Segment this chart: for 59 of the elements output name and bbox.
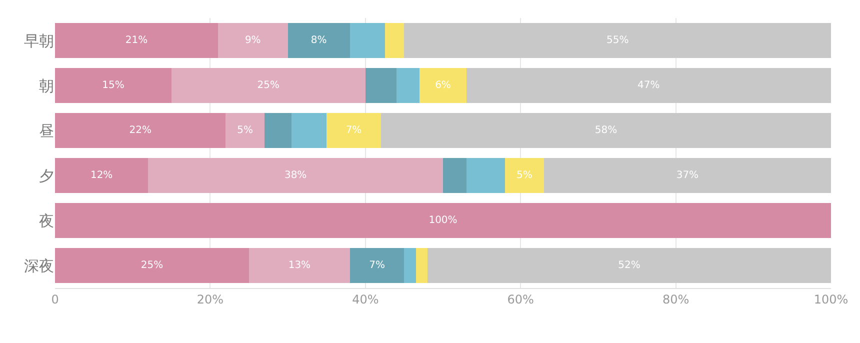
bar xyxy=(427,248,831,284)
bar xyxy=(55,248,249,284)
bar xyxy=(226,112,265,148)
bar xyxy=(350,248,404,284)
bar xyxy=(420,68,466,104)
data-label: 25% xyxy=(140,260,164,271)
bar xyxy=(505,158,544,194)
bar xyxy=(55,202,831,238)
bar xyxy=(416,248,428,284)
x-tick-label: 100% xyxy=(814,292,848,306)
bar xyxy=(55,68,172,104)
data-label: 7% xyxy=(346,125,362,136)
bar xyxy=(171,68,366,104)
data-label: 12% xyxy=(90,170,113,181)
bar xyxy=(380,112,831,148)
y-tick-label: 昼 xyxy=(39,122,54,140)
data-label: 25% xyxy=(257,80,280,91)
data-label: 6% xyxy=(435,80,451,91)
data-label: 9% xyxy=(244,35,261,46)
x-tick-label: 40% xyxy=(352,292,379,306)
data-label: 7% xyxy=(369,260,385,271)
bar xyxy=(443,158,466,194)
bar xyxy=(404,22,831,58)
bar xyxy=(148,158,443,194)
y-tick-label: 夜 xyxy=(39,212,54,230)
x-tick-label: 60% xyxy=(507,292,534,306)
data-label: 5% xyxy=(516,170,532,181)
x-tick-label: 20% xyxy=(196,292,224,306)
bar xyxy=(326,112,381,148)
bar xyxy=(218,22,288,58)
bar xyxy=(544,158,831,194)
bar xyxy=(264,112,292,148)
data-label: 5% xyxy=(237,125,254,136)
data-label: 38% xyxy=(284,170,307,181)
bar xyxy=(466,158,506,194)
y-tick-label: 深夜 xyxy=(24,256,54,275)
bar xyxy=(396,68,420,104)
bar xyxy=(365,68,396,104)
bar xyxy=(288,22,350,58)
data-label: 8% xyxy=(310,35,327,46)
bar xyxy=(55,22,218,58)
bar xyxy=(350,22,385,58)
y-tick-label: 夕 xyxy=(39,166,54,185)
bar xyxy=(249,248,350,284)
data-label: 22% xyxy=(129,125,152,136)
bar xyxy=(55,112,226,148)
y-tick-label: 朝 xyxy=(39,76,54,95)
data-label: 13% xyxy=(288,260,311,271)
bar xyxy=(292,112,327,148)
x-tick-label: 80% xyxy=(662,292,690,306)
data-label: 100% xyxy=(428,215,458,226)
bar xyxy=(404,248,416,284)
data-label: 15% xyxy=(102,80,124,91)
bar xyxy=(466,68,831,104)
x-tick-label: 0 xyxy=(51,292,59,306)
bar xyxy=(55,158,148,194)
bar xyxy=(384,22,404,58)
data-label: 21% xyxy=(125,35,148,46)
y-tick-label: 早朝 xyxy=(24,32,54,50)
